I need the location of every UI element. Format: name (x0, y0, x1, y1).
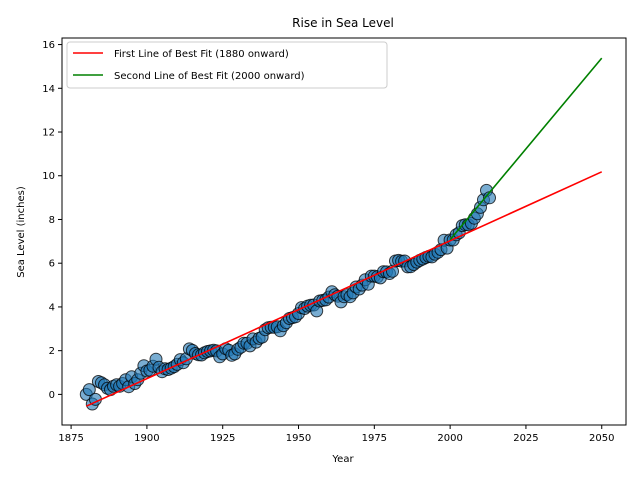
x-tick-label: 2000 (437, 433, 462, 444)
x-tick-label: 1950 (286, 433, 311, 444)
best-fit-line (85, 171, 603, 407)
legend-label: Second Line of Best Fit (2000 onward) (114, 71, 305, 82)
y-tick-label: 2 (49, 346, 55, 357)
chart-title: Rise in Sea Level (292, 16, 394, 30)
y-axis-label: Sea Level (inches) (16, 186, 27, 278)
x-tick-label: 1875 (58, 433, 83, 444)
y-tick-label: 8 (49, 215, 55, 226)
legend-label: First Line of Best Fit (1880 onward) (114, 49, 289, 60)
y-tick-label: 6 (49, 259, 55, 270)
x-tick-label: 2025 (513, 433, 538, 444)
y-tick-label: 12 (42, 128, 55, 139)
y-tick-label: 10 (42, 171, 55, 182)
axes-frame (61, 37, 627, 426)
y-tick-label: 16 (42, 40, 55, 51)
axis-ticks: 1875 1900 1925 1950 1975 2000 2025 2050 0 2 4 6 8 10 1… (42, 40, 614, 444)
x-axis-label: Year (331, 454, 354, 465)
data-point (82, 383, 96, 397)
y-tick-label: 0 (49, 390, 55, 401)
plot-area (61, 37, 627, 426)
x-tick-label: 1925 (210, 433, 235, 444)
x-tick-label: 1975 (362, 433, 387, 444)
x-tick-label: 1900 (134, 433, 159, 444)
y-tick-label: 4 (49, 302, 55, 313)
legend: First Line of Best Fit (1880 onward) Seco… (66, 41, 388, 89)
x-tick-label: 2050 (589, 433, 614, 444)
y-tick-label: 14 (42, 84, 55, 95)
best-fit-line (449, 57, 603, 241)
legend-box (66, 41, 388, 89)
